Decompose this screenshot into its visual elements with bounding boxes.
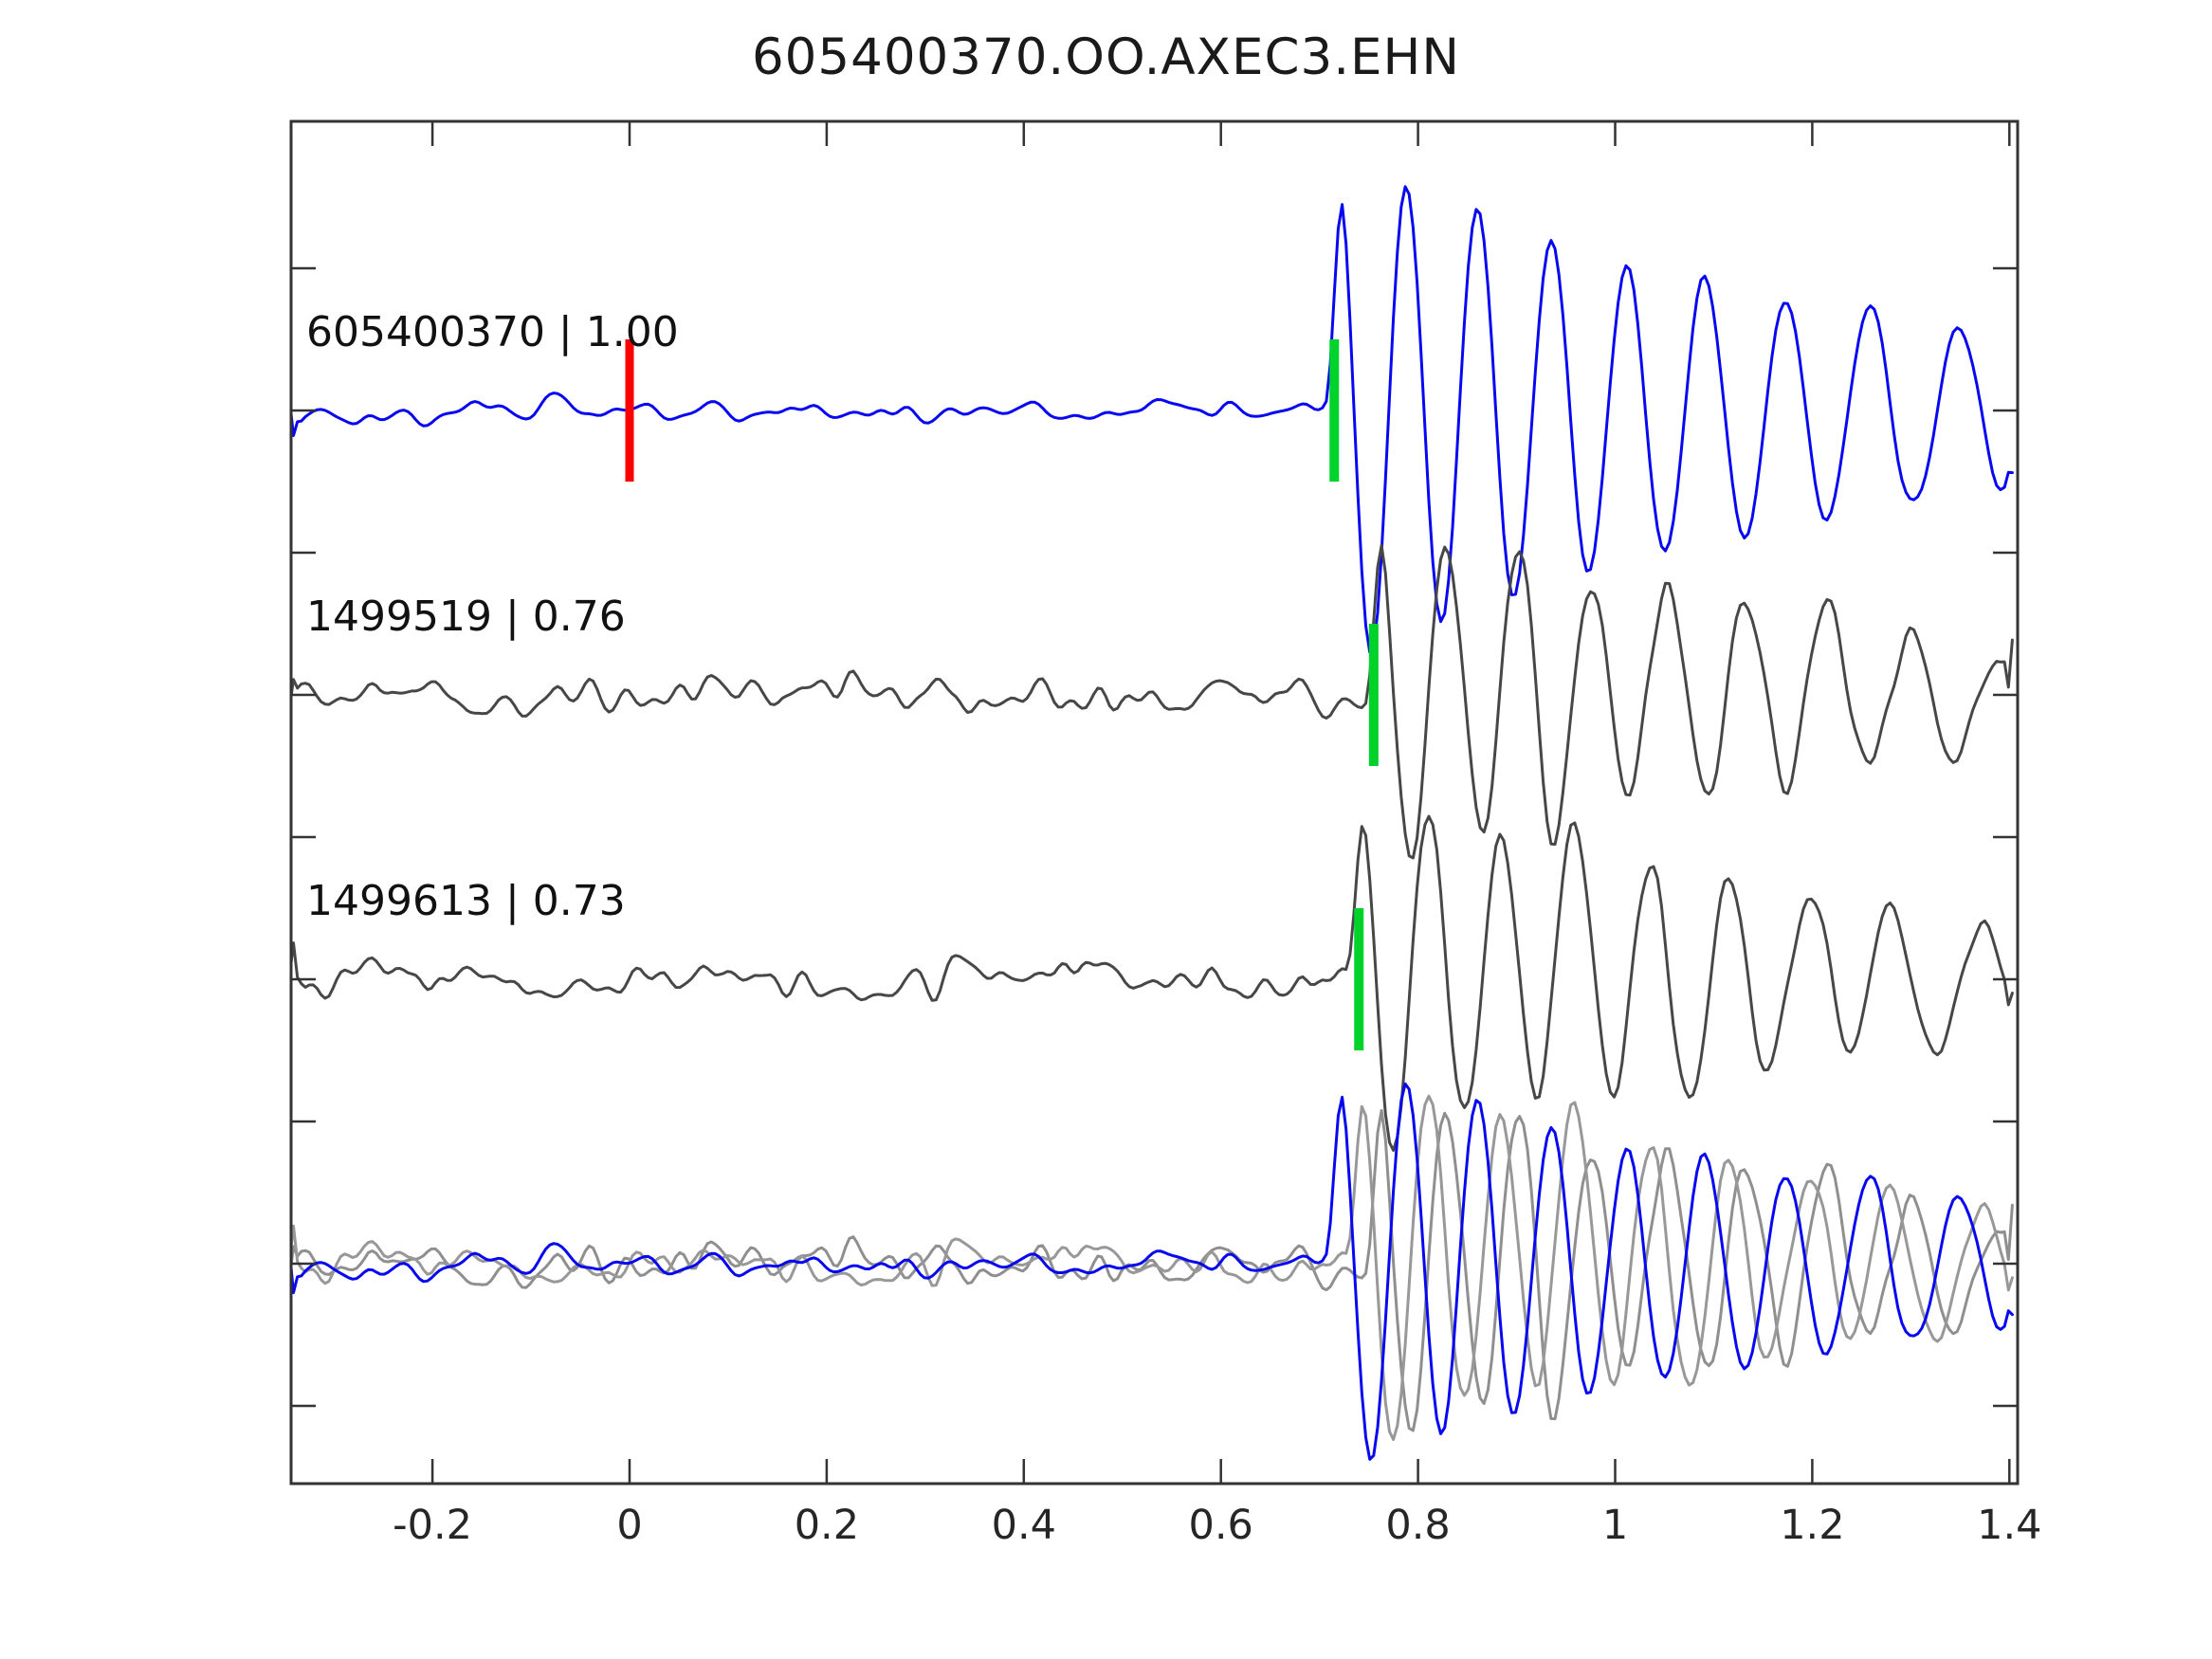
- overlay-waveform-1499519: [291, 1108, 2014, 1432]
- time-markers: [625, 339, 1379, 1050]
- x-tick-label-1.2: 1.2: [1780, 1502, 1845, 1549]
- axis-ticks: [291, 121, 2018, 1484]
- trace-label-1499613: 1499613 | 0.73: [306, 877, 626, 925]
- trace-label-605400370: 605400370 | 1.00: [306, 308, 679, 356]
- waveform-traces: [291, 185, 2014, 1461]
- overlay-waveform-1499613: [291, 1094, 2014, 1441]
- pick-marker-1499519: [1368, 624, 1379, 766]
- x-tick-label-0: 0: [616, 1502, 643, 1549]
- pick-marker-1499613: [1354, 908, 1364, 1050]
- overlay-waveform-605400370: [291, 1082, 2014, 1461]
- waveform-605400370: [291, 185, 2014, 654]
- axes-frame: [289, 119, 2020, 1486]
- x-tick-label-0.8: 0.8: [1385, 1502, 1451, 1549]
- x-tick-label-0.2: 0.2: [794, 1502, 860, 1549]
- x-tick-label-0.4: 0.4: [991, 1502, 1056, 1549]
- trace-label-1499519: 1499519 | 0.76: [306, 592, 626, 641]
- x-tick-label-1.4: 1.4: [1977, 1502, 2042, 1549]
- origin-marker-605400370: [625, 339, 634, 482]
- waveform-1499613: [291, 814, 2014, 1152]
- x-tick-label-1: 1: [1601, 1502, 1629, 1549]
- waveform-1499519: [291, 543, 2014, 860]
- x-tick-label-0.6: 0.6: [1188, 1502, 1253, 1549]
- pick-marker-605400370: [1329, 339, 1340, 482]
- plot-title: 605400370.OO.AXEC3.EHN: [751, 28, 1461, 86]
- x-tick-label--0.2: -0.2: [393, 1502, 473, 1549]
